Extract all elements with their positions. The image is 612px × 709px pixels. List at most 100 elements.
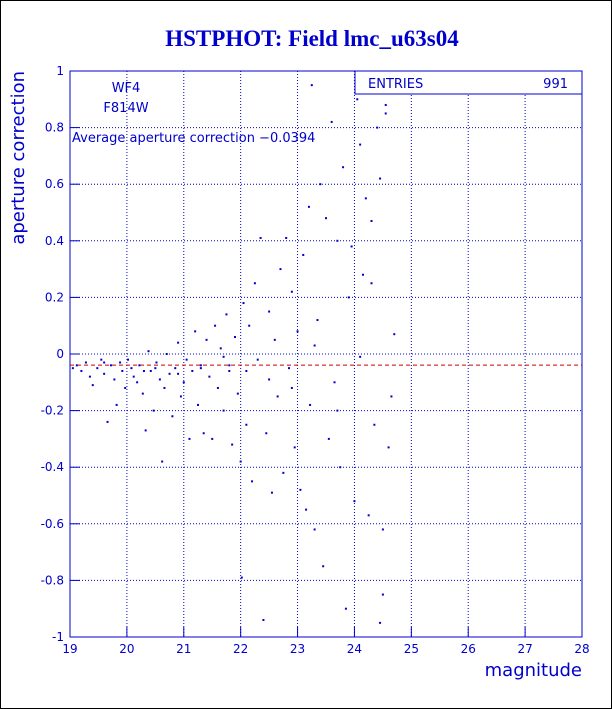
point <box>136 381 139 384</box>
point <box>228 364 231 367</box>
point <box>344 607 347 610</box>
point <box>149 369 152 372</box>
point <box>84 361 87 364</box>
stats-value: 991 <box>543 77 568 92</box>
point <box>208 375 211 378</box>
point <box>161 460 164 463</box>
point <box>339 466 342 469</box>
point <box>279 268 282 271</box>
point <box>144 429 147 432</box>
point <box>256 358 259 361</box>
point <box>373 423 376 426</box>
point <box>154 367 157 370</box>
point <box>276 395 279 398</box>
point <box>290 386 293 389</box>
point <box>91 384 94 387</box>
point <box>121 369 124 372</box>
point <box>262 619 265 622</box>
point <box>370 219 373 222</box>
point <box>239 460 242 463</box>
point <box>103 361 106 364</box>
point <box>376 126 379 129</box>
point <box>273 338 276 341</box>
x-tick-label: 20 <box>119 642 134 656</box>
point <box>290 290 293 293</box>
point <box>356 98 359 101</box>
point <box>353 500 356 503</box>
point <box>124 386 127 389</box>
point <box>228 369 231 372</box>
point <box>132 375 135 378</box>
point <box>342 166 345 169</box>
point <box>347 296 350 299</box>
y-tick-label: -0.4 <box>41 460 64 474</box>
point <box>384 103 387 106</box>
point <box>367 514 370 517</box>
point <box>177 341 180 344</box>
point <box>191 369 194 372</box>
point <box>336 409 339 412</box>
point <box>310 84 313 87</box>
point <box>259 236 262 239</box>
point <box>327 437 330 440</box>
point <box>359 355 362 358</box>
point <box>384 112 387 115</box>
point <box>390 395 393 398</box>
point <box>242 302 245 305</box>
point <box>202 432 205 435</box>
point <box>350 245 353 248</box>
point <box>113 378 116 381</box>
x-tick-label: 24 <box>347 642 362 656</box>
point <box>313 344 316 347</box>
point <box>231 443 234 446</box>
point <box>141 392 144 395</box>
point <box>152 409 155 412</box>
point <box>359 143 362 146</box>
x-tick-label: 26 <box>461 642 476 656</box>
y-tick-label: -0.8 <box>41 573 64 587</box>
point <box>336 239 339 242</box>
point <box>138 364 141 367</box>
y-tick-label: -0.6 <box>41 517 64 531</box>
point <box>127 358 130 361</box>
point <box>333 381 336 384</box>
point <box>322 565 325 568</box>
point <box>293 446 296 449</box>
point <box>361 273 364 276</box>
point <box>199 367 202 370</box>
x-tick-label: 23 <box>290 642 305 656</box>
point <box>379 177 382 180</box>
point <box>325 217 327 220</box>
point <box>387 446 390 449</box>
point <box>71 367 74 370</box>
point <box>379 621 382 624</box>
point <box>96 367 99 370</box>
point <box>158 378 161 381</box>
point <box>393 333 396 336</box>
point <box>245 369 248 372</box>
point <box>270 491 273 494</box>
y-tick-label: 0.2 <box>45 290 64 304</box>
point <box>302 253 305 256</box>
point <box>182 381 185 384</box>
point <box>381 528 384 531</box>
point <box>282 471 285 474</box>
chart-title: HSTPHOT: Field lmc_u63s04 <box>165 26 459 51</box>
point <box>165 353 168 355</box>
point <box>319 183 322 186</box>
point <box>115 403 118 406</box>
point <box>268 378 271 381</box>
point <box>214 324 217 327</box>
point <box>199 364 202 367</box>
y-axis-label: aperture correction <box>8 71 29 245</box>
point <box>177 372 180 375</box>
point <box>268 310 271 313</box>
x-tick-label: 21 <box>176 642 191 656</box>
point <box>130 367 133 370</box>
point <box>119 361 122 364</box>
point <box>305 508 308 511</box>
point <box>103 372 106 375</box>
point <box>106 420 109 423</box>
point <box>233 336 236 339</box>
